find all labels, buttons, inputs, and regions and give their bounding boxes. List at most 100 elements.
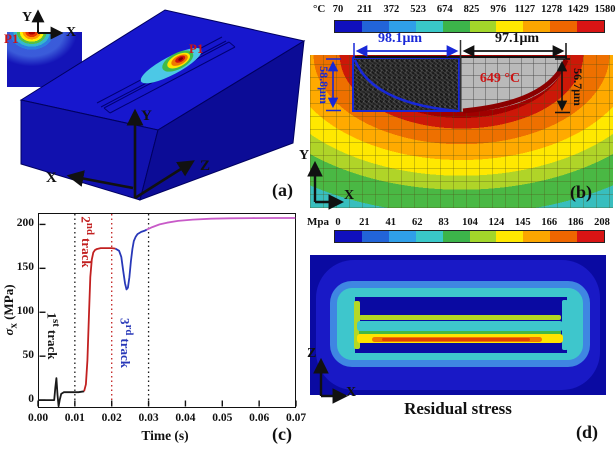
panel-a-label: (a) — [272, 180, 293, 200]
y-tick-label: 50 — [22, 349, 35, 362]
colorbar-tick-label: 1127 — [514, 4, 536, 15]
colorbar-tick-label: 976 — [490, 4, 507, 15]
block-right-face — [139, 40, 305, 201]
colorbar-segment — [335, 21, 362, 32]
colorbar-segment — [361, 21, 389, 32]
depth-annotation-right: 56.7μm — [571, 68, 585, 106]
colorbar-segment — [442, 21, 470, 32]
track-1-sup: st — [50, 319, 62, 327]
block-left-face — [20, 99, 159, 201]
residual-stress-title: Residual stress — [404, 399, 512, 418]
x-axis-label-b: X — [344, 188, 355, 203]
x-tick-label: 0.01 — [64, 412, 85, 424]
colorbar-tick-label: 145 — [514, 217, 531, 228]
colorbar-segment — [335, 231, 362, 242]
x-axis-arrow-a — [66, 170, 134, 190]
colorbar-tick-label: 674 — [436, 4, 453, 15]
x-tick-label: 0.06 — [249, 412, 270, 424]
colorbar-tick-label: 41 — [385, 217, 397, 228]
contour-stripe-redorange — [382, 337, 530, 341]
temperature-colorbar — [334, 20, 605, 33]
track-2-label: 2ndtrack — [78, 209, 96, 275]
panel-d-label: (d) — [576, 422, 598, 442]
colorbar-tick-label: 211 — [357, 4, 373, 15]
sem-inset-image — [352, 57, 460, 112]
panel-b-label: (b) — [570, 182, 592, 202]
colorbar-tick-label: 21 — [359, 217, 370, 228]
track-3-word: track — [117, 338, 133, 368]
colorbar-tick-label: 208 — [594, 217, 610, 228]
sigma-symbol: σ — [1, 328, 16, 336]
colorbar-tick-label: 825 — [463, 4, 480, 15]
y-axis-label-b: Y — [299, 148, 310, 163]
colorbar-segment — [523, 231, 551, 242]
colorbar-segment — [577, 231, 605, 242]
sigma-subscript: x — [7, 323, 20, 329]
colorbar-tick-label: 1580 — [594, 4, 616, 15]
contour-stripe-teal — [357, 321, 563, 331]
colorbar-tick-label: 0 — [335, 217, 341, 228]
track-1-word: track — [44, 329, 60, 360]
depth-annotation-left: 58.8μm — [317, 66, 331, 104]
x-tick-label: 0.02 — [101, 412, 122, 424]
width-annotation-left: 98.1μm — [377, 31, 423, 46]
colorbar-tick-label: 70 — [332, 4, 344, 15]
width-annotation-right: 97.1μm — [494, 31, 540, 46]
x-tick-label: 0.00 — [27, 412, 49, 424]
contour-stripe-green — [359, 331, 561, 334]
colorbar-tick-label: 124 — [488, 217, 505, 228]
colorbar-segment — [577, 21, 605, 32]
colorbar-tick-label: 166 — [541, 217, 558, 228]
y-tick-label: 0 — [28, 393, 34, 406]
colorbar-tick-label: 372 — [383, 4, 400, 15]
z-axis-arrow-a — [134, 160, 195, 200]
stress-plot-frame — [38, 213, 296, 408]
panel-c-label: (c) — [272, 424, 292, 444]
contour-right-stripe — [562, 300, 568, 350]
track-2-sup: nd — [84, 222, 96, 235]
temperature-colorbar-ticks: 70 211 372 523 674 825 976 1127 1278 1429 1580 — [333, 4, 616, 16]
x-axis-label-a: X — [46, 170, 57, 186]
colorbar-tick-label: 186 — [567, 217, 584, 228]
inset-y-axis-label: Y — [22, 10, 33, 25]
peak-temperature-label: 649 °C — [479, 71, 521, 86]
colorbar-tick-label: 104 — [462, 217, 478, 228]
x-tick-label: 0.05 — [212, 412, 233, 424]
stress-colorbar-ticks: 0 21 41 62 83 104 124 145 166 186 208 — [335, 217, 610, 229]
stress-colorbar — [334, 230, 605, 243]
z-axis-label-d: Z — [307, 346, 317, 361]
track-3-sup: rd — [123, 324, 135, 336]
inset-p1-label: P1 — [4, 31, 19, 46]
y-tick-label: 100 — [16, 305, 34, 318]
colorbar-tick-label: 83 — [438, 217, 449, 228]
x-axis-label-d: X — [346, 385, 357, 400]
colorbar-segment — [469, 21, 497, 32]
colorbar-segment — [388, 231, 416, 242]
contour-stripe-greenyellow — [359, 315, 561, 320]
residual-stress-contour — [310, 255, 606, 395]
colorbar-segment — [469, 231, 497, 242]
x-tick-label: 0.03 — [138, 412, 159, 424]
stress-unit-label: Mpa — [307, 216, 329, 228]
track-2-word: track — [78, 237, 94, 268]
colorbar-tick-label: 1429 — [567, 4, 589, 15]
inset-x-axis-label: X — [66, 25, 77, 40]
x-axis-label-c: Time (s) — [141, 428, 189, 443]
colorbar-segment — [496, 231, 524, 242]
x-tick-label: 0.04 — [175, 412, 196, 424]
p1-label: P1 — [189, 41, 204, 56]
colorbar-segment — [415, 231, 443, 242]
colorbar-tick-label: 62 — [411, 217, 423, 228]
z-axis-label-a: Z — [200, 158, 211, 174]
y-axis-label-a: Y — [141, 108, 152, 124]
colorbar-segment — [361, 231, 389, 242]
colorbar-segment — [442, 231, 470, 242]
colorbar-tick-label: 523 — [410, 4, 426, 15]
laser-track-grooves — [96, 36, 236, 114]
y-tick-label: 200 — [16, 217, 34, 230]
y-tick-label: 150 — [16, 261, 34, 274]
colorbar-segment — [415, 21, 443, 32]
x-tick-label: 0.07 — [285, 412, 307, 424]
colorbar-segment — [523, 21, 551, 32]
